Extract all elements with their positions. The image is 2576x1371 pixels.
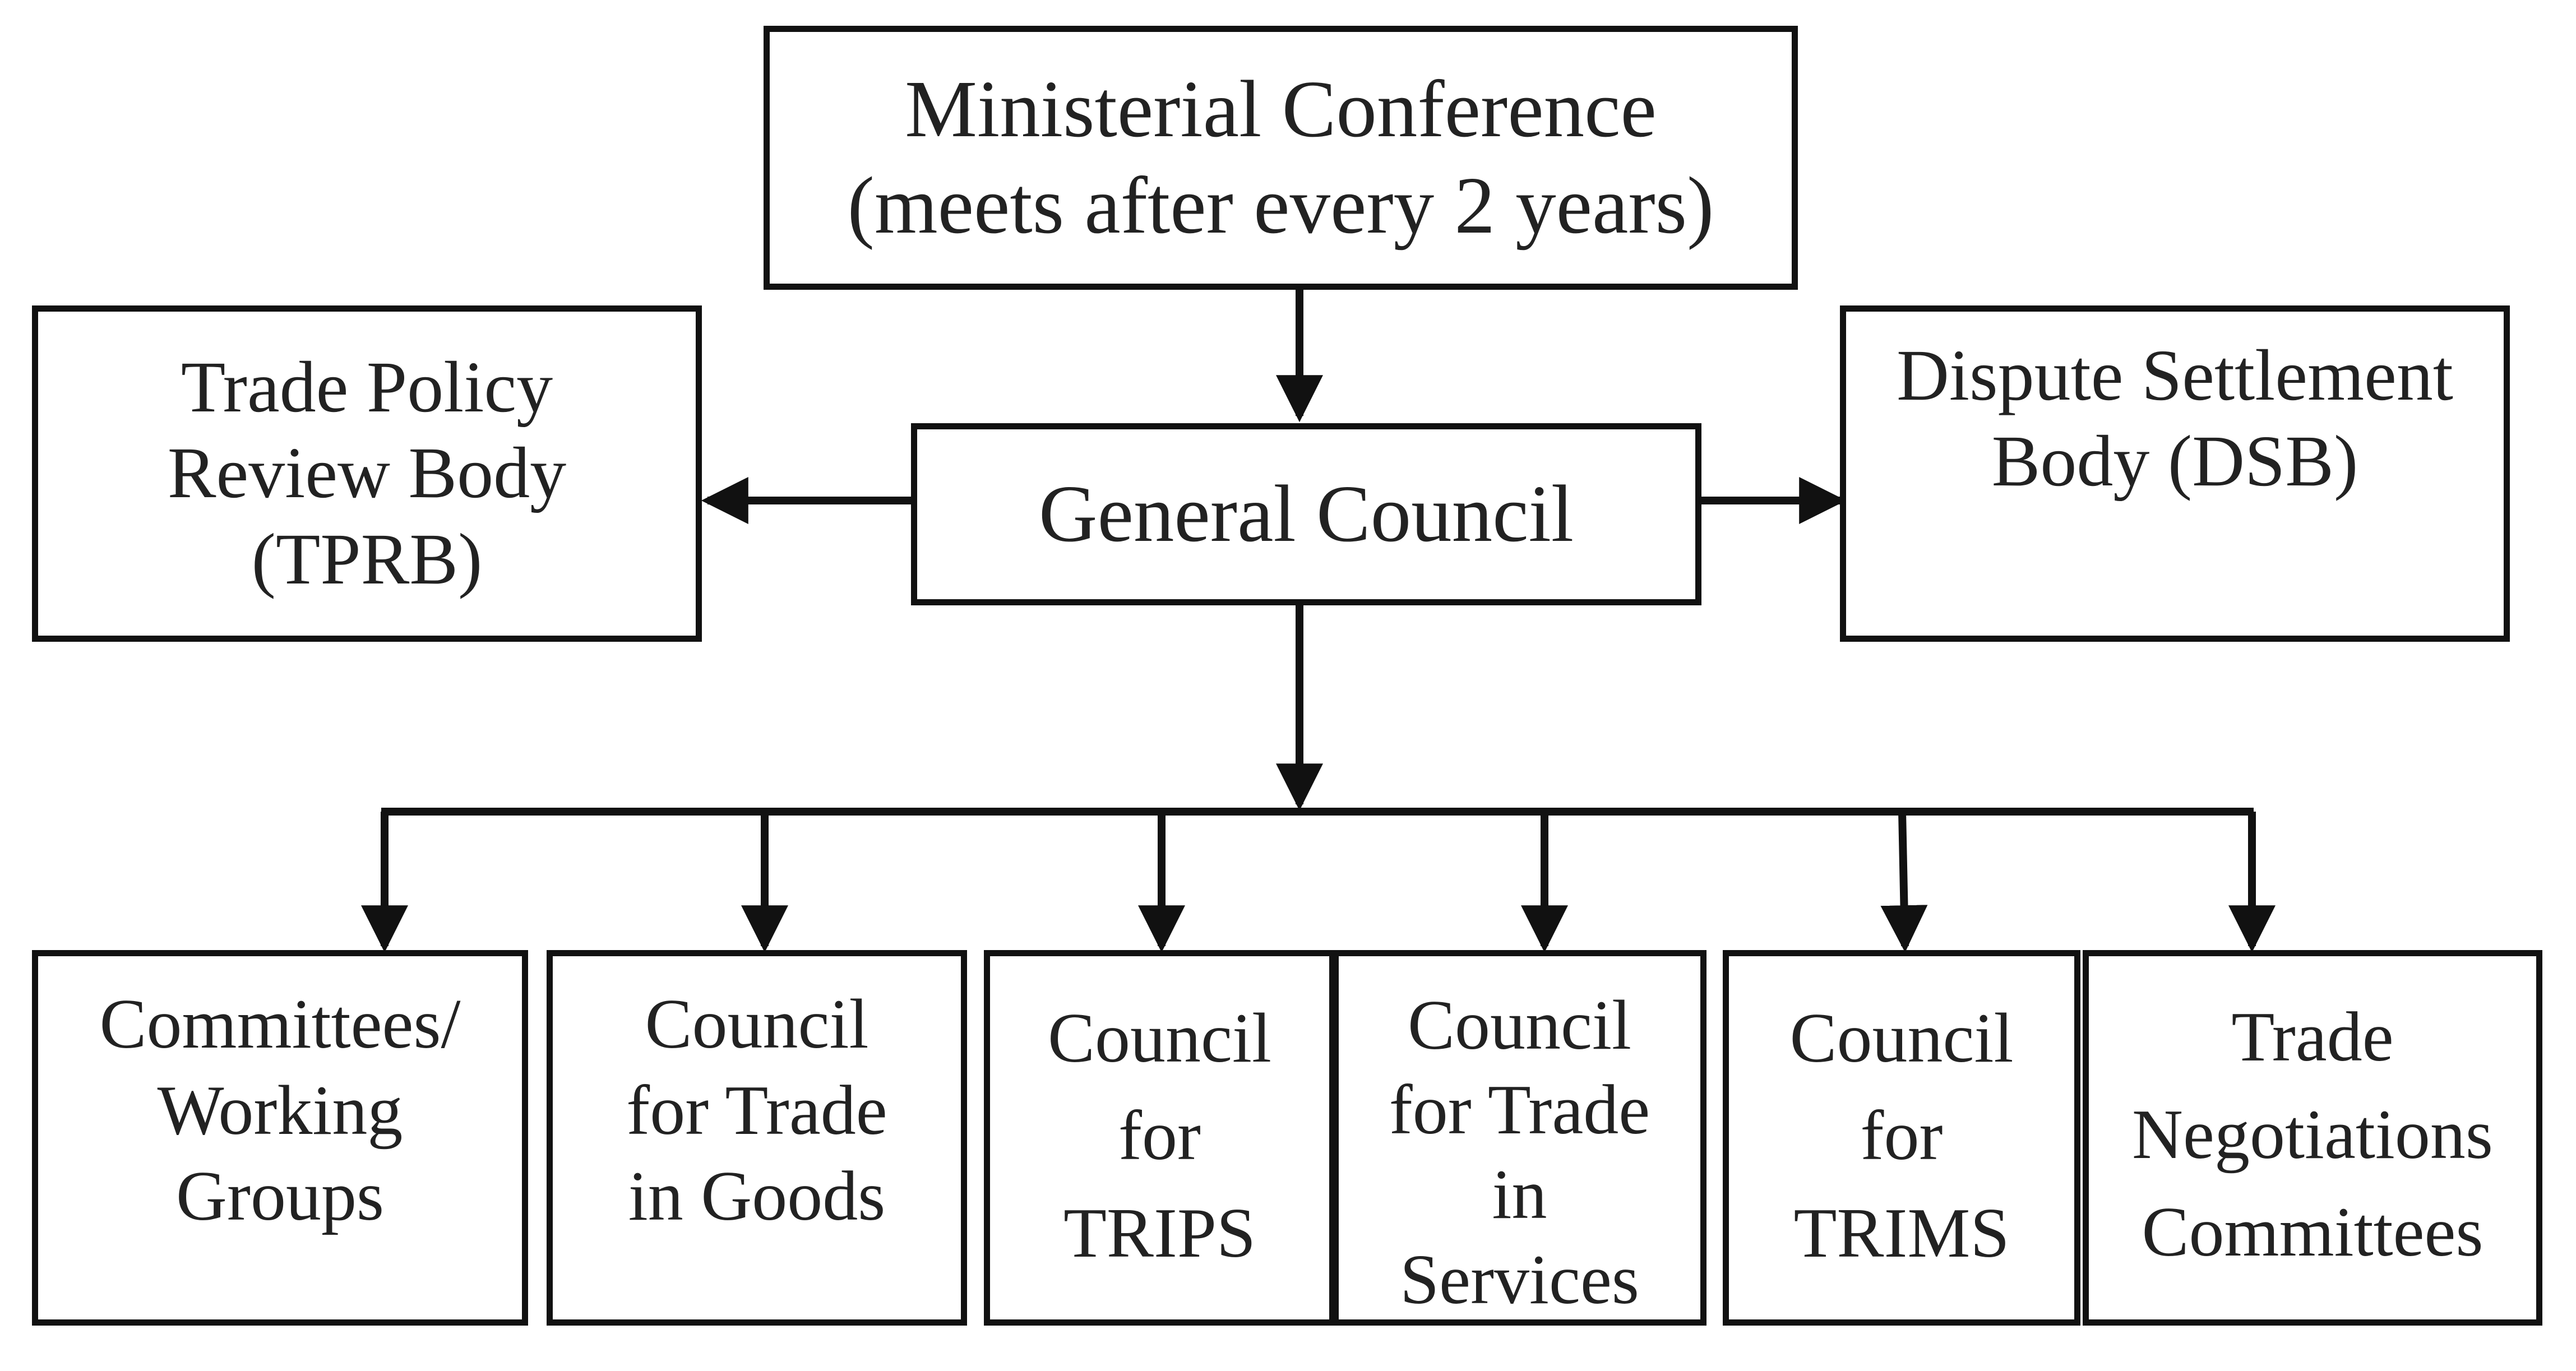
council-trims-line-2: for <box>1860 1096 1943 1175</box>
council-services-line-1: Council <box>1408 986 1631 1064</box>
ministerial-conference-line-2: (meets after every 2 years) <box>847 160 1714 251</box>
tprb-box: Trade Policy Review Body (TPRB) <box>32 305 702 642</box>
tprb-line-3: (TPRB) <box>251 518 483 600</box>
trade-negotiations-line-3: Committees <box>2142 1193 2483 1271</box>
council-trims-line-3: TRIMS <box>1793 1194 2010 1272</box>
arrow-to-council-trims <box>1880 811 1928 953</box>
dsb-line-1: Dispute Settlement <box>1897 335 2453 416</box>
council-trade-services-box: Council for Trade in Services <box>1333 950 1706 1326</box>
committees-line-2: Working <box>157 1071 403 1150</box>
committees-line-3: Groups <box>176 1157 384 1236</box>
council-trips-line-3: TRIPS <box>1063 1194 1256 1272</box>
council-trips-box: Council for TRIPS <box>984 950 1335 1326</box>
trade-negotiations-line-1: Trade <box>2231 998 2394 1076</box>
council-trips-line-2: for <box>1118 1096 1201 1175</box>
council-goods-line-2: for Trade <box>626 1071 887 1150</box>
committees-line-1: Committees/ <box>99 985 461 1063</box>
council-services-line-4: Services <box>1400 1240 1639 1319</box>
tprb-line-1: Trade Policy <box>181 346 553 428</box>
tprb-line-2: Review Body <box>167 433 567 514</box>
general-council-box: General Council <box>911 423 1701 605</box>
committees-working-groups-box: Committees/ Working Groups <box>32 950 528 1326</box>
council-services-line-2: for Trade <box>1389 1071 1650 1150</box>
dsb-line-2: Body (DSB) <box>1991 421 2358 502</box>
general-council-label: General Council <box>1038 469 1574 559</box>
council-trips-line-1: Council <box>1048 999 1271 1077</box>
trade-negotiations-line-2: Negotiations <box>2132 1095 2493 1174</box>
council-services-line-3: in <box>1492 1156 1547 1234</box>
council-trims-box: Council for TRIMS <box>1723 950 2080 1326</box>
council-goods-line-1: Council <box>645 985 869 1063</box>
ministerial-conference-box: Ministerial Conference (meets after ever… <box>764 26 1798 290</box>
trade-negotiations-committees-box: Trade Negotiations Committees <box>2083 950 2542 1326</box>
ministerial-conference-line-1: Ministerial Conference <box>905 64 1657 155</box>
dsb-box: Dispute Settlement Body (DSB) <box>1840 305 2510 642</box>
council-trade-goods-box: Council for Trade in Goods <box>547 950 967 1326</box>
council-trims-line-1: Council <box>1789 999 2014 1077</box>
council-goods-line-3: in Goods <box>628 1157 886 1236</box>
